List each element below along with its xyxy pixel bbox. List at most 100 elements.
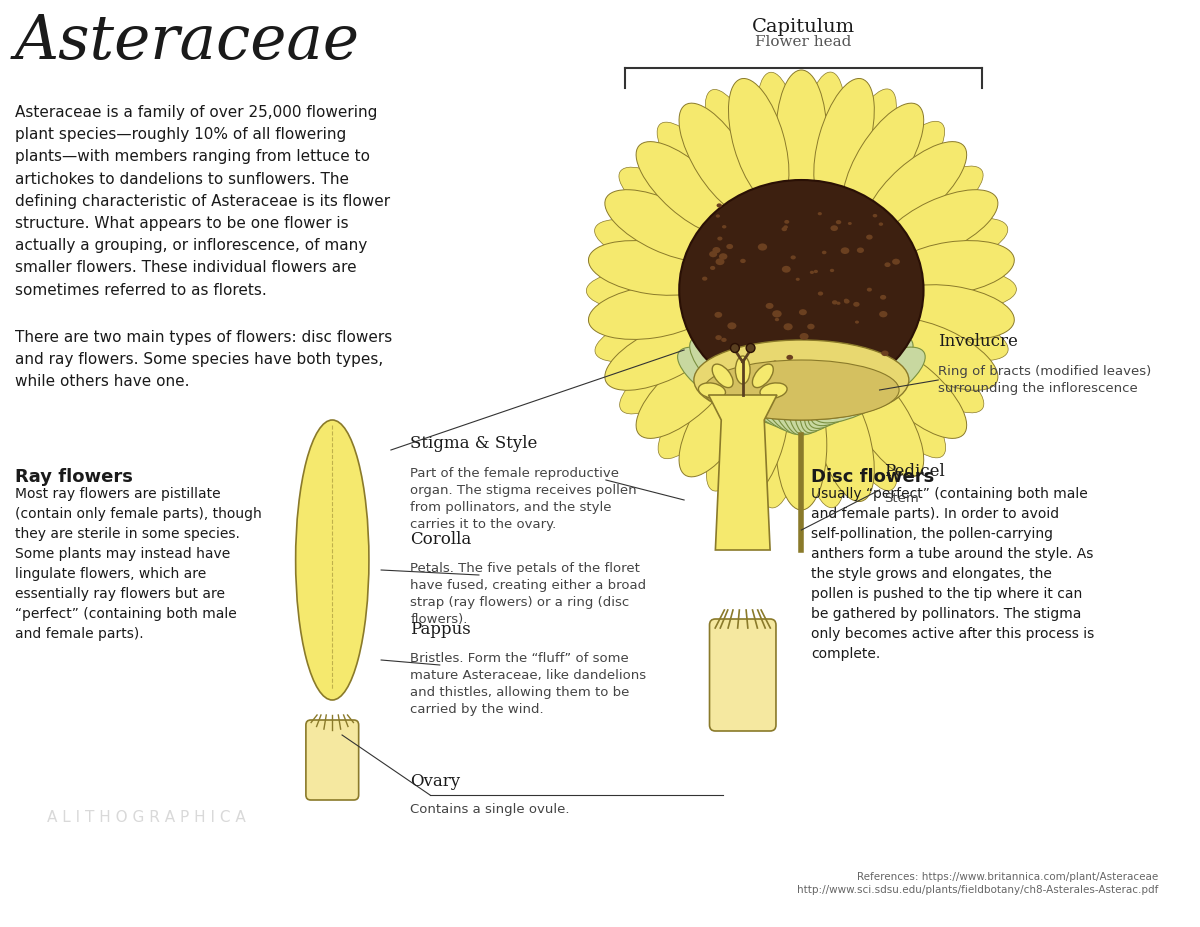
Ellipse shape <box>758 399 799 508</box>
Ellipse shape <box>812 347 925 423</box>
Ellipse shape <box>908 270 1016 310</box>
Ellipse shape <box>716 203 722 208</box>
Ellipse shape <box>905 311 1008 361</box>
Ellipse shape <box>704 326 794 428</box>
Ellipse shape <box>706 90 762 191</box>
Text: Asteraceae is a family of over 25,000 flowering
plant species—roughly 10% of all: Asteraceae is a family of over 25,000 fl… <box>14 105 390 298</box>
Ellipse shape <box>773 311 778 314</box>
Text: Asteraceae: Asteraceae <box>14 12 360 72</box>
Ellipse shape <box>888 285 1014 339</box>
Ellipse shape <box>731 344 739 352</box>
Ellipse shape <box>800 312 864 433</box>
Ellipse shape <box>722 225 726 228</box>
Ellipse shape <box>785 220 790 223</box>
Text: Stem: Stem <box>884 492 919 505</box>
Ellipse shape <box>865 142 967 235</box>
Ellipse shape <box>881 190 998 261</box>
Text: Ray flowers: Ray flowers <box>14 468 132 486</box>
Ellipse shape <box>295 420 368 700</box>
Ellipse shape <box>786 355 793 360</box>
Text: Bristles. Form the “fluff” of some
mature Asteraceae, like dandelions
and thistl: Bristles. Form the “fluff” of some matur… <box>410 652 647 716</box>
Ellipse shape <box>658 122 733 210</box>
Ellipse shape <box>869 121 944 209</box>
Ellipse shape <box>865 345 967 438</box>
Ellipse shape <box>679 103 760 216</box>
Ellipse shape <box>588 285 714 339</box>
Ellipse shape <box>880 295 887 299</box>
Ellipse shape <box>736 356 750 384</box>
Ellipse shape <box>728 79 788 204</box>
Ellipse shape <box>796 278 799 281</box>
Ellipse shape <box>841 248 850 254</box>
Ellipse shape <box>842 103 924 216</box>
Ellipse shape <box>784 324 793 330</box>
Ellipse shape <box>588 241 714 296</box>
Ellipse shape <box>726 244 733 249</box>
Ellipse shape <box>840 89 896 190</box>
Ellipse shape <box>836 301 840 305</box>
Ellipse shape <box>799 309 806 315</box>
Text: Flower head: Flower head <box>755 35 852 49</box>
Ellipse shape <box>715 335 722 340</box>
Text: Usually “perfect” (containing both male
and female parts). In order to avoid
sel: Usually “perfect” (containing both male … <box>811 487 1094 661</box>
Ellipse shape <box>822 250 827 254</box>
Ellipse shape <box>878 222 883 226</box>
Ellipse shape <box>715 214 720 218</box>
Ellipse shape <box>678 347 790 423</box>
Text: Part of the female reproductive
organ. The stigma receives pollen
from pollinato: Part of the female reproductive organ. T… <box>410 467 637 531</box>
Ellipse shape <box>844 299 850 304</box>
FancyBboxPatch shape <box>709 619 776 731</box>
Ellipse shape <box>760 383 787 399</box>
Ellipse shape <box>776 70 827 200</box>
Ellipse shape <box>773 305 817 435</box>
Ellipse shape <box>707 389 763 491</box>
Polygon shape <box>708 395 776 550</box>
Ellipse shape <box>818 291 823 296</box>
Ellipse shape <box>853 302 859 307</box>
Ellipse shape <box>690 337 792 425</box>
Ellipse shape <box>758 244 767 250</box>
Text: Most ray flowers are pistillate
(contain only female parts), though
they are ste: Most ray flowers are pistillate (contain… <box>14 487 262 641</box>
Text: Disc flowers: Disc flowers <box>811 468 935 486</box>
Ellipse shape <box>713 247 720 253</box>
Ellipse shape <box>842 364 924 476</box>
Ellipse shape <box>757 72 799 182</box>
Ellipse shape <box>808 324 815 329</box>
Ellipse shape <box>836 220 841 224</box>
Ellipse shape <box>709 251 718 258</box>
Ellipse shape <box>866 235 872 240</box>
Ellipse shape <box>595 312 698 362</box>
Text: Involucre: Involucre <box>938 333 1018 350</box>
Ellipse shape <box>679 180 924 400</box>
Ellipse shape <box>698 383 726 399</box>
Ellipse shape <box>740 259 745 263</box>
Ellipse shape <box>715 259 725 265</box>
Ellipse shape <box>781 227 787 231</box>
Ellipse shape <box>785 305 830 435</box>
Ellipse shape <box>636 142 738 235</box>
Ellipse shape <box>803 72 845 181</box>
Ellipse shape <box>703 360 899 420</box>
Text: A L I T H O G R A P H I C A: A L I T H O G R A P H I C A <box>47 810 246 825</box>
Ellipse shape <box>719 253 727 260</box>
Ellipse shape <box>904 218 1008 268</box>
Text: Contains a single ovule.: Contains a single ovule. <box>410 803 570 816</box>
Ellipse shape <box>814 79 875 204</box>
Text: Corolla: Corolla <box>410 531 472 548</box>
Ellipse shape <box>756 308 809 434</box>
Ellipse shape <box>727 323 737 329</box>
Ellipse shape <box>773 361 778 363</box>
Ellipse shape <box>799 333 809 340</box>
Ellipse shape <box>776 380 827 510</box>
Ellipse shape <box>888 241 1014 296</box>
Ellipse shape <box>832 300 838 305</box>
Ellipse shape <box>775 318 779 322</box>
Text: Ovary: Ovary <box>410 773 461 790</box>
Ellipse shape <box>884 262 890 267</box>
Text: There are two main types of flowers: disc flowers
and ray flowers. Some species : There are two main types of flowers: dis… <box>14 330 392 389</box>
Ellipse shape <box>721 318 798 431</box>
Ellipse shape <box>658 372 734 459</box>
Ellipse shape <box>605 319 722 390</box>
Ellipse shape <box>791 256 796 260</box>
Ellipse shape <box>766 303 774 309</box>
